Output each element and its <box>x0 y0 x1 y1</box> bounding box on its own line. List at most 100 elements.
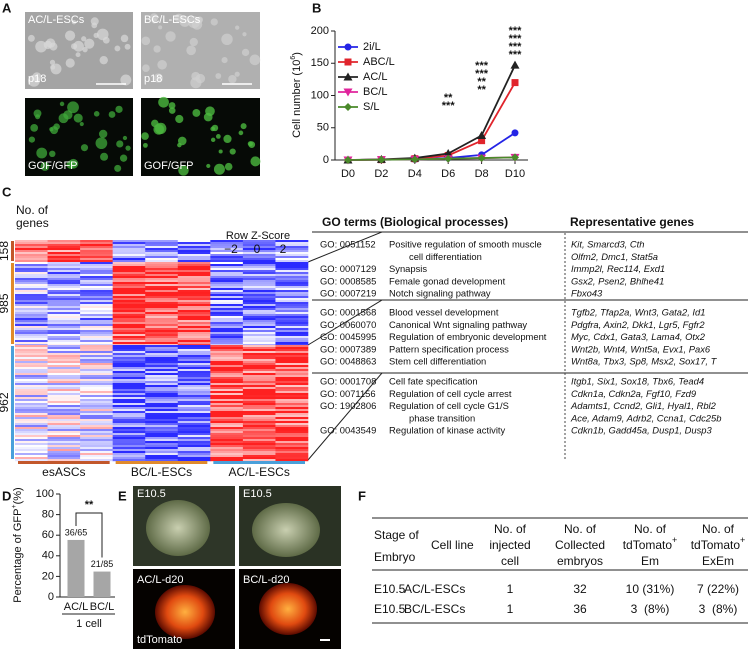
heatmap-cell <box>177 254 211 257</box>
heatmap-cell <box>210 451 244 454</box>
heatmap-cell <box>47 395 81 398</box>
heatmap-cell <box>47 334 81 337</box>
legend-marker <box>343 88 353 97</box>
heatmap-cell <box>242 326 276 329</box>
heatmap-cell <box>210 324 244 327</box>
cell-blob <box>211 124 219 132</box>
heatmap-cell <box>80 264 113 267</box>
heatmap-cell <box>80 413 113 416</box>
panel-label: C <box>2 184 12 199</box>
heatmap-cell <box>80 332 113 335</box>
heatmap-cell <box>275 449 309 452</box>
heatmap-cell <box>80 359 113 362</box>
heatmap-cell <box>275 292 309 295</box>
heatmap-cell <box>145 342 179 345</box>
heatmap-cell <box>210 304 244 307</box>
cell-blob <box>142 64 150 72</box>
heatmap-cell <box>47 349 81 352</box>
heatmap-cell <box>112 369 146 372</box>
heatmap-cell <box>15 262 48 265</box>
heatmap-cell <box>80 431 113 434</box>
axis-label-text: Percentage of GFP <box>12 509 24 603</box>
heatmap-cell <box>145 278 179 281</box>
heatmap-cell <box>15 300 48 303</box>
heatmap-cell <box>275 322 309 325</box>
heatmap-cell <box>145 433 179 436</box>
heatmap-cell <box>145 455 179 458</box>
y-tick-label: 40 <box>42 550 54 562</box>
marker <box>477 154 486 163</box>
heatmap-cell <box>242 258 276 261</box>
heatmap-cell <box>145 387 179 390</box>
heatmap-cell <box>80 347 113 350</box>
heatmap-cell <box>15 264 48 267</box>
heatmap-cell <box>47 377 81 380</box>
heatmap-cell <box>47 290 81 293</box>
go-id: GO: 0045995 <box>320 331 376 342</box>
heatmap-cell <box>47 451 81 454</box>
go-id: GO: 0048863 <box>320 356 376 367</box>
cell-blob <box>58 113 69 124</box>
significance: *** <box>475 68 489 80</box>
heatmap-cell <box>242 455 276 458</box>
legend-label: S/L <box>363 101 380 113</box>
heatmap-cell <box>112 375 146 378</box>
heatmap-cell <box>112 312 146 315</box>
heatmap-cell <box>47 379 81 382</box>
heatmap-cell <box>275 330 309 333</box>
heatmap-cell <box>242 252 276 255</box>
heatmap-cell <box>80 302 113 305</box>
heatmap-cell <box>15 258 48 261</box>
heatmap-cell <box>210 342 244 345</box>
heatmap-cell <box>177 260 211 263</box>
heatmap-cell <box>145 453 179 456</box>
heatmap-cell <box>112 244 146 247</box>
marker <box>511 129 519 137</box>
heatmap-cell <box>112 324 146 327</box>
heatmap-cell <box>145 375 179 378</box>
heatmap-cell <box>242 338 276 341</box>
panel-label: E <box>118 488 127 503</box>
heatmap-cell <box>112 443 146 446</box>
cluster-bar <box>11 241 14 261</box>
cell-blob <box>151 17 157 24</box>
cell-blob <box>36 147 48 159</box>
heatmap-cell <box>112 336 146 339</box>
cell-blob <box>81 36 87 42</box>
heatmap-cell <box>275 270 309 273</box>
heatmap-cell <box>145 399 179 402</box>
y-tick-label: 100 <box>36 488 54 500</box>
heatmap-cell <box>15 290 48 293</box>
heatmap-cell <box>210 242 244 245</box>
heatmap-cell <box>112 292 146 295</box>
heatmap-cell <box>242 459 276 462</box>
header-sup: + <box>672 535 677 545</box>
heatmap-cell <box>112 326 146 329</box>
heatmap-cell <box>145 371 179 374</box>
heatmap-cell <box>275 365 309 368</box>
marker <box>510 60 520 69</box>
marker <box>443 149 453 158</box>
heatmap-cell <box>242 314 276 317</box>
heatmap-cell <box>210 445 244 448</box>
heatmap-cell <box>112 439 146 442</box>
heatmap-cell <box>47 345 81 348</box>
go-id: GO: 0007129 <box>320 263 376 274</box>
heatmap-cell <box>145 314 179 317</box>
heatmap-cell <box>15 322 48 325</box>
cell-blob <box>35 114 41 120</box>
cell-blob <box>120 34 129 43</box>
cell-blob <box>218 149 223 154</box>
heatmap-cell <box>210 369 244 372</box>
heatmap-cell <box>112 383 146 386</box>
heatmap-cell <box>275 242 309 245</box>
heatmap-cell <box>242 393 276 396</box>
heatmap-cell <box>15 429 48 432</box>
heatmap-cell <box>47 353 81 356</box>
heatmap-cell <box>275 276 309 279</box>
heatmap-cell <box>177 250 211 253</box>
x-tick-label: D6 <box>441 168 455 180</box>
heatmap-cell <box>47 250 81 253</box>
heatmap-cell <box>15 347 48 350</box>
heatmap-cell <box>15 391 48 394</box>
